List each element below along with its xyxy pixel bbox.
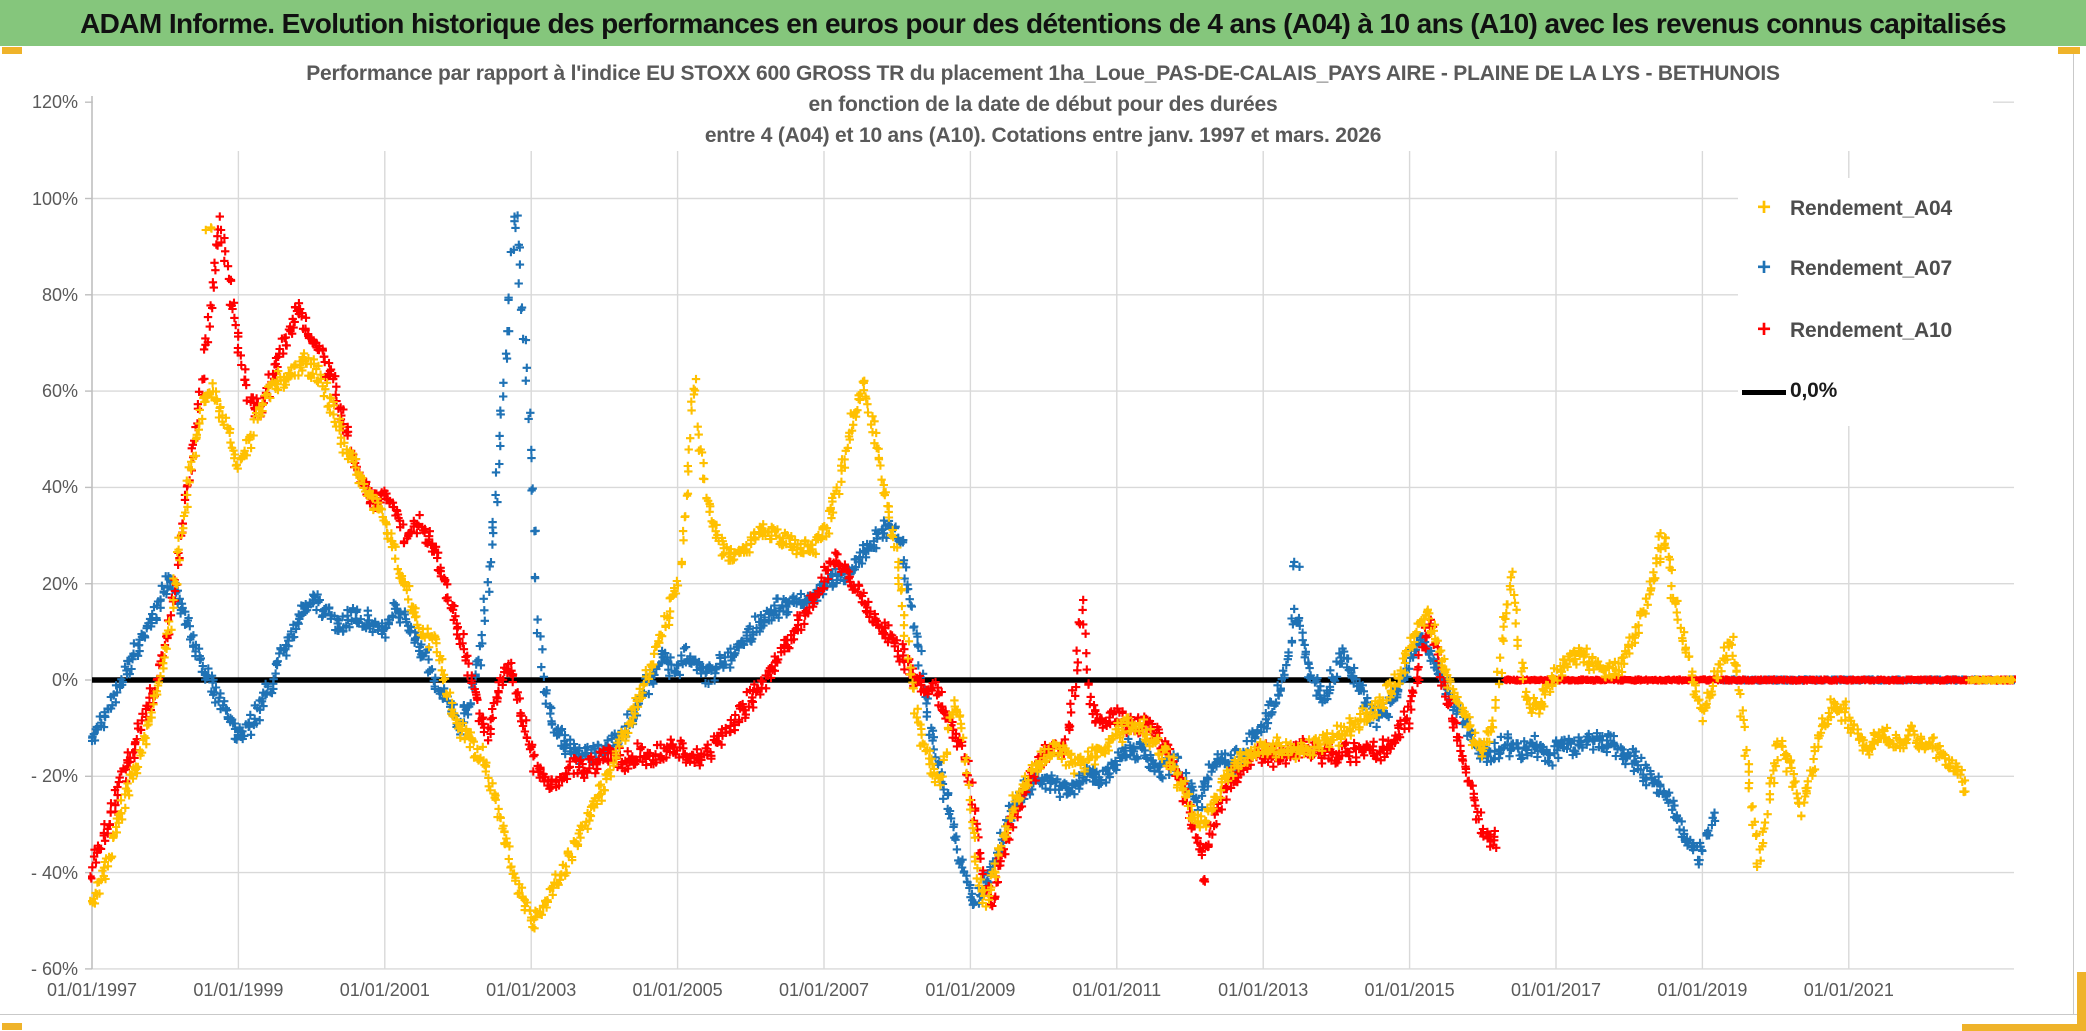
chart-title-line-2: en fonction de la date de début pour des… xyxy=(808,93,1278,116)
x-tick-label: 01/01/2011 xyxy=(1072,980,1162,1000)
y-tick-label: - 60% xyxy=(30,958,78,979)
y-tick-label: 20% xyxy=(41,573,78,594)
plus-marker-icon: + xyxy=(1738,196,1790,220)
plus-glyph: + xyxy=(1756,254,1771,281)
series-rendement_a07 xyxy=(88,211,2016,909)
y-tick-label: 80% xyxy=(41,284,78,305)
header-title: ADAM Informe. Evolution historique des p… xyxy=(80,8,2006,39)
x-tick-label: 01/01/1997 xyxy=(46,980,138,1000)
x-tick-label: 01/01/2007 xyxy=(778,980,870,1000)
legend-label: Rendement_A10 xyxy=(1790,319,1952,342)
legend-label: 0,0% xyxy=(1790,379,1838,402)
gold-accent-top-right xyxy=(2058,47,2080,54)
y-tick-label: 120% xyxy=(31,92,78,113)
x-tick-label: 01/01/2015 xyxy=(1364,980,1455,1000)
legend-label: Rendement_A07 xyxy=(1790,257,1952,280)
y-tick-label: 0% xyxy=(51,670,78,690)
slide-edge-right xyxy=(2073,54,2074,1014)
x-tick-label: 01/01/2013 xyxy=(1218,980,1309,1000)
x-tick-label: 01/01/2021 xyxy=(1803,980,1894,1000)
x-tick-label: 01/01/2005 xyxy=(632,980,723,1000)
line-glyph xyxy=(1742,390,1786,395)
plus-glyph: + xyxy=(1756,316,1771,343)
series-rendement_a04 xyxy=(88,223,2016,933)
x-tick-label: 01/01/2019 xyxy=(1657,980,1748,1000)
x-tick-label: 01/01/1999 xyxy=(193,980,284,1000)
y-tick-label: - 40% xyxy=(30,862,78,883)
line-marker-icon xyxy=(1738,382,1790,400)
x-tick-label: 01/01/2001 xyxy=(339,980,430,1000)
legend-item-0-0-: 0,0% xyxy=(1738,374,2014,408)
chart-title: Performance par rapport à l'indice EU ST… xyxy=(93,58,1993,151)
plus-glyph: + xyxy=(1756,194,1771,221)
y-tick-label: 40% xyxy=(41,477,78,498)
plus-marker-icon: + xyxy=(1738,318,1790,342)
y-tick-label: - 20% xyxy=(30,766,78,787)
chart-title-line-3: entre 4 (A04) et 10 ans (A10). Cotations… xyxy=(704,124,1382,147)
x-tick-label: 01/01/2003 xyxy=(486,980,577,1000)
y-tick-label: 100% xyxy=(31,188,78,209)
legend-item-rendement-a07: + Rendement_A07 xyxy=(1738,252,2014,286)
gold-accent-bottom-left xyxy=(2,1023,22,1030)
legend-label: Rendement_A04 xyxy=(1790,197,1952,220)
gold-accent-right-strip xyxy=(2077,972,2086,1031)
legend: + Rendement_A04 + Rendement_A07 + Rendement_A… xyxy=(1738,178,2014,426)
x-tick-label: 01/01/2017 xyxy=(1510,980,1602,1000)
gold-accent-top-left xyxy=(2,47,22,54)
slide-edge-bottom xyxy=(0,1014,2086,1015)
chart-title-line-1: Performance par rapport à l'indice EU ST… xyxy=(306,62,1780,85)
x-tick-label: 01/01/2009 xyxy=(925,980,1016,1000)
y-tick-label: 60% xyxy=(41,381,78,402)
legend-item-rendement-a04: + Rendement_A04 xyxy=(1738,192,2014,226)
header-bar: ADAM Informe. Evolution historique des p… xyxy=(0,0,2086,46)
plus-marker-icon: + xyxy=(1738,256,1790,280)
legend-item-rendement-a10: + Rendement_A10 xyxy=(1738,314,2014,348)
gold-accent-bottom-strip xyxy=(1962,1024,2086,1031)
series-rendement_a10 xyxy=(88,212,2016,911)
